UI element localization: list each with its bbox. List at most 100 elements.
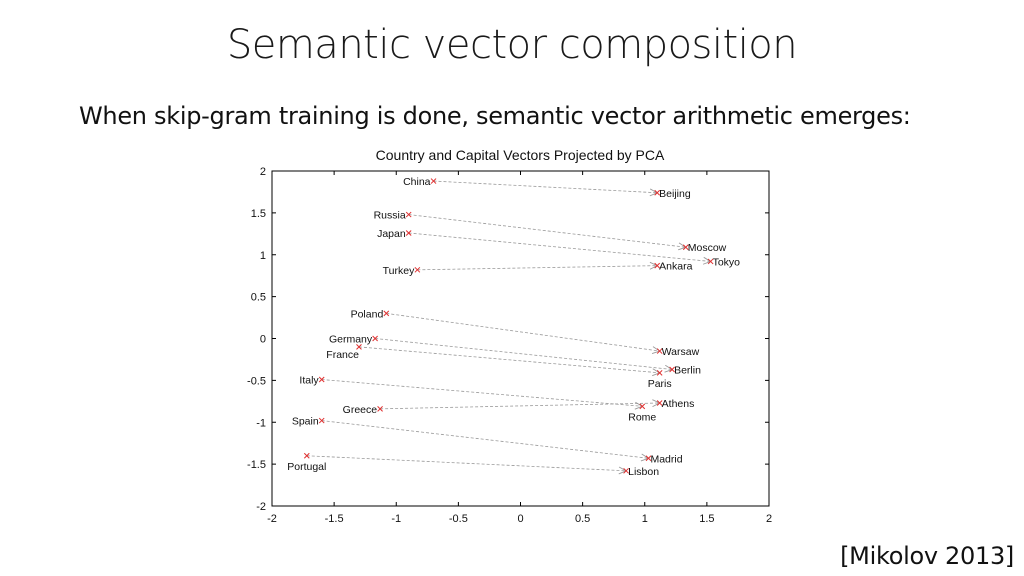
- point-marker: [656, 369, 663, 376]
- point-label: Japan: [377, 228, 406, 240]
- slide-title: Semantic vector composition: [226, 22, 798, 68]
- arrow-line: [417, 265, 658, 271]
- axis-ticks: -2 -1.5 -1 -0.5 0 0.5 1 1.5 2 2 1.5 1 0.5 0 -0.5 -1 -1.5…: [247, 166, 772, 525]
- point-marker: [414, 266, 421, 273]
- x-tick-label: 2: [766, 513, 772, 525]
- data-point: Poland: [351, 308, 390, 320]
- data-point: Beijing: [654, 188, 691, 200]
- data-point: Ankara: [654, 261, 693, 273]
- point-label: Ankara: [659, 261, 692, 273]
- data-point: Berlin: [669, 364, 701, 376]
- y-tick-label: 2: [260, 166, 266, 178]
- point-marker: [303, 452, 310, 459]
- point-marker: [383, 310, 390, 317]
- data-point: China: [403, 176, 437, 188]
- x-tick-label: 1.5: [699, 513, 714, 525]
- point-marker: [669, 366, 675, 373]
- arrow-layer: [306, 180, 712, 475]
- data-point: Rome: [628, 403, 656, 423]
- point-label: Portugal: [287, 461, 326, 473]
- point-marker: [707, 258, 714, 265]
- point-label: Spain: [292, 416, 319, 428]
- data-point: Russia: [374, 210, 412, 222]
- data-point: Portugal: [287, 452, 326, 473]
- citation: [Mikolov 2013]: [840, 542, 1014, 570]
- data-point: Moscow: [682, 242, 727, 254]
- data-point: Tokyo: [707, 256, 741, 268]
- x-tick-label: -1.5: [325, 513, 344, 525]
- x-tick-label: -0.5: [449, 513, 468, 525]
- arrow-line: [358, 346, 660, 374]
- point-label: Paris: [648, 378, 672, 390]
- arrow-line: [321, 420, 649, 459]
- point-marker: [654, 262, 661, 269]
- data-point: Turkey: [383, 265, 421, 277]
- y-tick-label: -1.5: [247, 459, 266, 471]
- data-point: Warsaw: [656, 346, 700, 358]
- arrow-line: [321, 379, 643, 407]
- arrow-line: [386, 312, 660, 352]
- point-label: Moscow: [688, 242, 727, 254]
- arrow-line: [408, 232, 711, 262]
- point-marker: [318, 376, 325, 383]
- point-marker: [430, 178, 437, 184]
- point-label: France: [326, 349, 359, 361]
- y-tick-label: -0.5: [247, 375, 266, 387]
- arrow-line: [380, 402, 660, 410]
- point-marker: [623, 467, 629, 474]
- point-label: Warsaw: [662, 346, 700, 358]
- point-label: Madrid: [650, 453, 682, 465]
- x-tick-label: -1: [391, 513, 401, 525]
- data-point: Japan: [377, 228, 412, 240]
- data-point: Germany: [329, 334, 378, 346]
- point-label: Italy: [299, 375, 319, 387]
- point-marker: [639, 403, 646, 410]
- y-tick-label: 1.5: [251, 208, 266, 220]
- y-tick-label: -1: [256, 417, 266, 429]
- x-tick-label: 1: [642, 513, 648, 525]
- point-marker: [645, 455, 652, 462]
- arrow-line: [433, 180, 658, 194]
- point-marker: [405, 211, 412, 218]
- point-marker: [682, 244, 689, 251]
- data-point: France: [326, 344, 362, 361]
- data-point: Madrid: [645, 453, 683, 465]
- point-label: Berlin: [674, 364, 701, 376]
- data-point: Paris: [648, 369, 672, 390]
- point-label: Greece: [343, 404, 378, 416]
- point-marker: [372, 335, 378, 342]
- point-marker: [318, 417, 325, 424]
- data-point: Greece: [343, 404, 383, 416]
- point-marker: [356, 344, 362, 350]
- x-tick-label: 0: [517, 513, 523, 525]
- point-label: Turkey: [383, 265, 415, 277]
- point-marker: [405, 230, 412, 236]
- point-label: Germany: [329, 334, 373, 346]
- point-label: Beijing: [659, 188, 691, 200]
- y-tick-label: 0.5: [251, 292, 266, 304]
- data-point: Spain: [292, 416, 325, 428]
- x-tick-label: 0.5: [575, 513, 590, 525]
- point-label: Poland: [351, 308, 384, 320]
- data-point: Athens: [656, 398, 695, 410]
- point-label: Athens: [662, 398, 695, 410]
- point-marker: [377, 405, 383, 412]
- point-label: Lisbon: [628, 466, 659, 478]
- y-tick-label: -2: [256, 501, 266, 513]
- y-tick-label: 0: [260, 334, 266, 346]
- point-marker: [656, 348, 663, 354]
- chart-title: Country and Capital Vectors Projected by…: [376, 147, 665, 163]
- point-label: Russia: [374, 210, 406, 222]
- slide-subtitle: When skip-gram training is done, semanti…: [79, 102, 911, 130]
- arrow-line: [306, 455, 627, 472]
- data-point: Italy: [299, 375, 325, 387]
- arrow-line: [375, 338, 673, 370]
- y-tick-label: 1: [260, 250, 266, 262]
- arrow-line: [408, 214, 686, 248]
- data-point: Lisbon: [623, 466, 659, 478]
- x-tick-label: -2: [267, 513, 277, 525]
- point-label: China: [403, 176, 431, 188]
- point-label: Tokyo: [713, 256, 741, 268]
- point-label: Rome: [628, 411, 656, 423]
- point-marker: [656, 400, 663, 406]
